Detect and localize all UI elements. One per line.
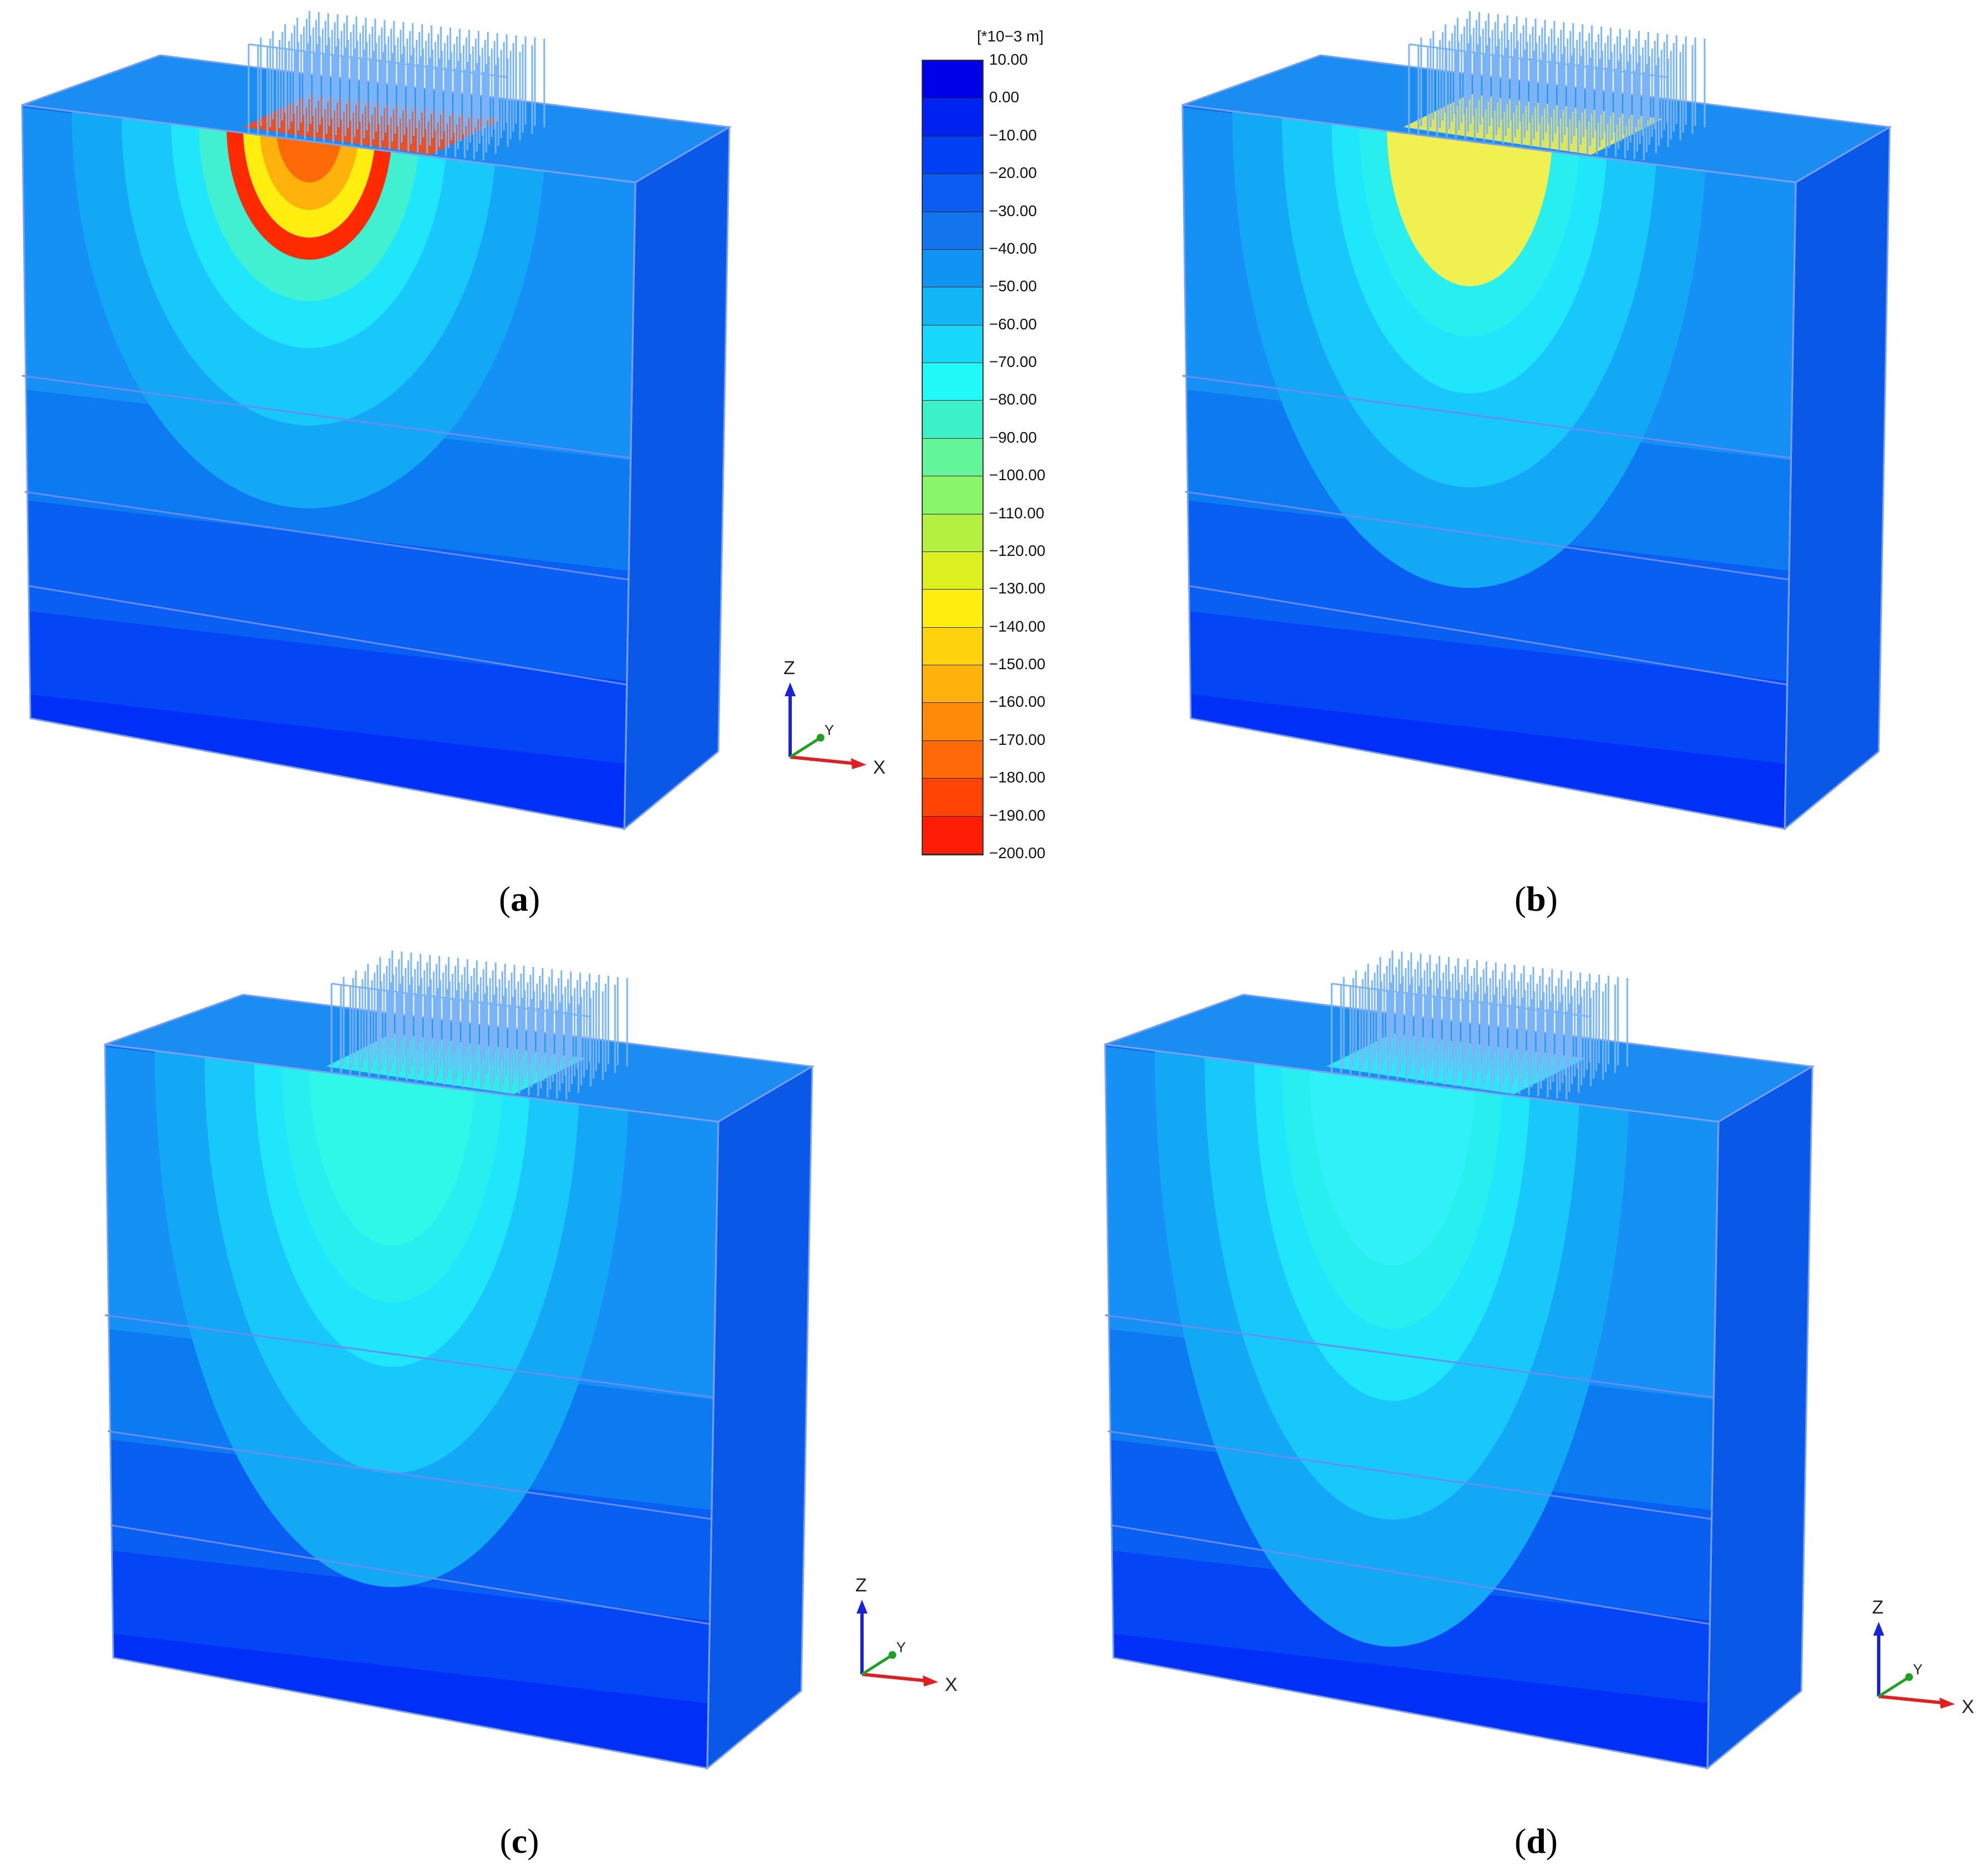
layer-boundary-line — [1110, 1524, 1713, 1626]
panel-b-caption: (b) — [1514, 879, 1558, 918]
panel-c-model-view: Z Y X — [83, 939, 967, 1801]
soil-layer-band — [22, 497, 635, 685]
layer-boundary-line — [1187, 585, 1791, 686]
legend-tick-label: −20.00 — [989, 164, 1037, 182]
legend-tick-label: −80.00 — [989, 391, 1037, 408]
z-axis-label: Z — [1872, 1597, 1884, 1618]
y-axis-label: Y — [1913, 1661, 1922, 1678]
z-axis-label: Z — [784, 658, 795, 679]
pile-group — [1408, 11, 1706, 160]
legend-swatch — [923, 740, 982, 779]
panel-a-model-view: Z Y X — [0, 0, 886, 862]
legend-tick-label: −120.00 — [989, 542, 1045, 559]
legend-tick-label: −170.00 — [989, 731, 1045, 748]
legend-swatch — [923, 325, 982, 363]
legend-tick-label: −180.00 — [989, 769, 1045, 786]
legend-swatch — [923, 363, 982, 401]
soil-layer-band — [22, 608, 635, 768]
legend-tick-label: −10.00 — [989, 126, 1037, 144]
soil-layer-band — [1182, 608, 1796, 768]
legend-swatch — [923, 438, 982, 477]
legend-tick-label: −100.00 — [989, 466, 1045, 484]
x-axis-label: X — [945, 1674, 958, 1695]
layer-boundary-line — [107, 1430, 716, 1521]
layer-boundary-line — [22, 375, 636, 460]
legend-swatch — [923, 627, 982, 665]
pile-group — [1331, 950, 1628, 1100]
legend-swatch — [923, 174, 982, 212]
legend-swatch — [923, 401, 982, 439]
layer-boundary-line — [24, 491, 633, 581]
pile-group — [248, 11, 545, 160]
layer-boundary-line — [1182, 375, 1796, 460]
legend-tick-label: −30.00 — [989, 202, 1037, 219]
layer-boundary-line — [110, 1524, 713, 1626]
soil-layer-band — [1182, 497, 1796, 685]
block-right-face — [623, 125, 730, 831]
legend-tick-label: −70.00 — [989, 353, 1037, 371]
legend-tick-label: −90.00 — [989, 428, 1037, 446]
layer-boundary-line — [1105, 1314, 1719, 1399]
pile-group — [330, 950, 628, 1100]
legend-tick-label: −40.00 — [989, 239, 1037, 257]
legend-tick-label: −60.00 — [989, 315, 1037, 333]
legend-swatch — [923, 136, 982, 175]
legend-tick-label: −130.00 — [989, 580, 1045, 597]
legend-swatch — [923, 249, 982, 288]
block-right-face — [1706, 1065, 1813, 1770]
legend-tick-label: 0.00 — [989, 88, 1019, 106]
block-right-face — [706, 1065, 813, 1770]
legend-swatch — [923, 816, 982, 854]
soil-layer-band — [105, 1547, 718, 1707]
panel-b-model-view — [1160, 0, 1987, 862]
legend-swatch — [923, 61, 982, 99]
model-view-svg: Z Y X — [1104, 950, 1974, 1770]
axis-triad: Z Y X — [784, 658, 886, 778]
legend-swatch — [923, 703, 982, 741]
legend-tick-label: −150.00 — [989, 655, 1045, 673]
legend-swatch — [923, 779, 982, 817]
layer-boundary-line — [104, 1314, 719, 1399]
layer-boundary-line — [1107, 1430, 1716, 1521]
axis-triad: Z Y X — [855, 1575, 958, 1695]
legend-swatch — [923, 476, 982, 514]
legend-swatch — [923, 665, 982, 703]
legend-swatch — [923, 551, 982, 590]
legend-unit: [*10−3 m] — [977, 28, 1044, 45]
legend-tick-label: −160.00 — [989, 693, 1045, 711]
legend-swatch — [923, 514, 982, 552]
legend-tick-label: −190.00 — [989, 806, 1045, 824]
color-legend: [*10−3 m] 10.00 0.00 −10.00 −20.00 −30.00 −40… — [922, 28, 1065, 862]
x-axis-label: X — [873, 757, 886, 778]
model-view-svg — [1181, 11, 1893, 831]
layer-boundary-line — [1185, 491, 1794, 581]
layer-boundary-line — [27, 585, 630, 686]
legend-tick-label: −110.00 — [989, 504, 1044, 522]
panel-d-model-view: Z Y X — [1083, 939, 1987, 1801]
z-axis-label: Z — [855, 1575, 867, 1596]
y-axis-label: Y — [896, 1639, 906, 1656]
legend-swatch — [923, 212, 982, 250]
legend-swatch — [923, 287, 982, 325]
legend-swatch — [923, 98, 982, 136]
model-view-svg: Z Y X — [104, 950, 958, 1770]
legend-color-bar — [922, 60, 984, 855]
legend-tick-label: −200.00 — [989, 844, 1045, 861]
model-view-svg: Z Y X — [21, 11, 886, 831]
block-right-face — [1784, 125, 1891, 831]
axis-triad: Z Y X — [1872, 1597, 1974, 1717]
legend-tick-label: −140.00 — [989, 617, 1045, 635]
panel-a-caption: (a) — [498, 879, 540, 918]
legend-tick-label: −50.00 — [989, 277, 1037, 295]
legend-tick-label: 10.00 — [989, 51, 1028, 68]
panel-d-caption: (d) — [1514, 1821, 1558, 1861]
panel-c-caption: (c) — [500, 1821, 539, 1861]
x-axis-label: X — [1962, 1696, 1974, 1717]
legend-swatch — [923, 590, 982, 628]
y-axis-label: Y — [824, 722, 834, 738]
